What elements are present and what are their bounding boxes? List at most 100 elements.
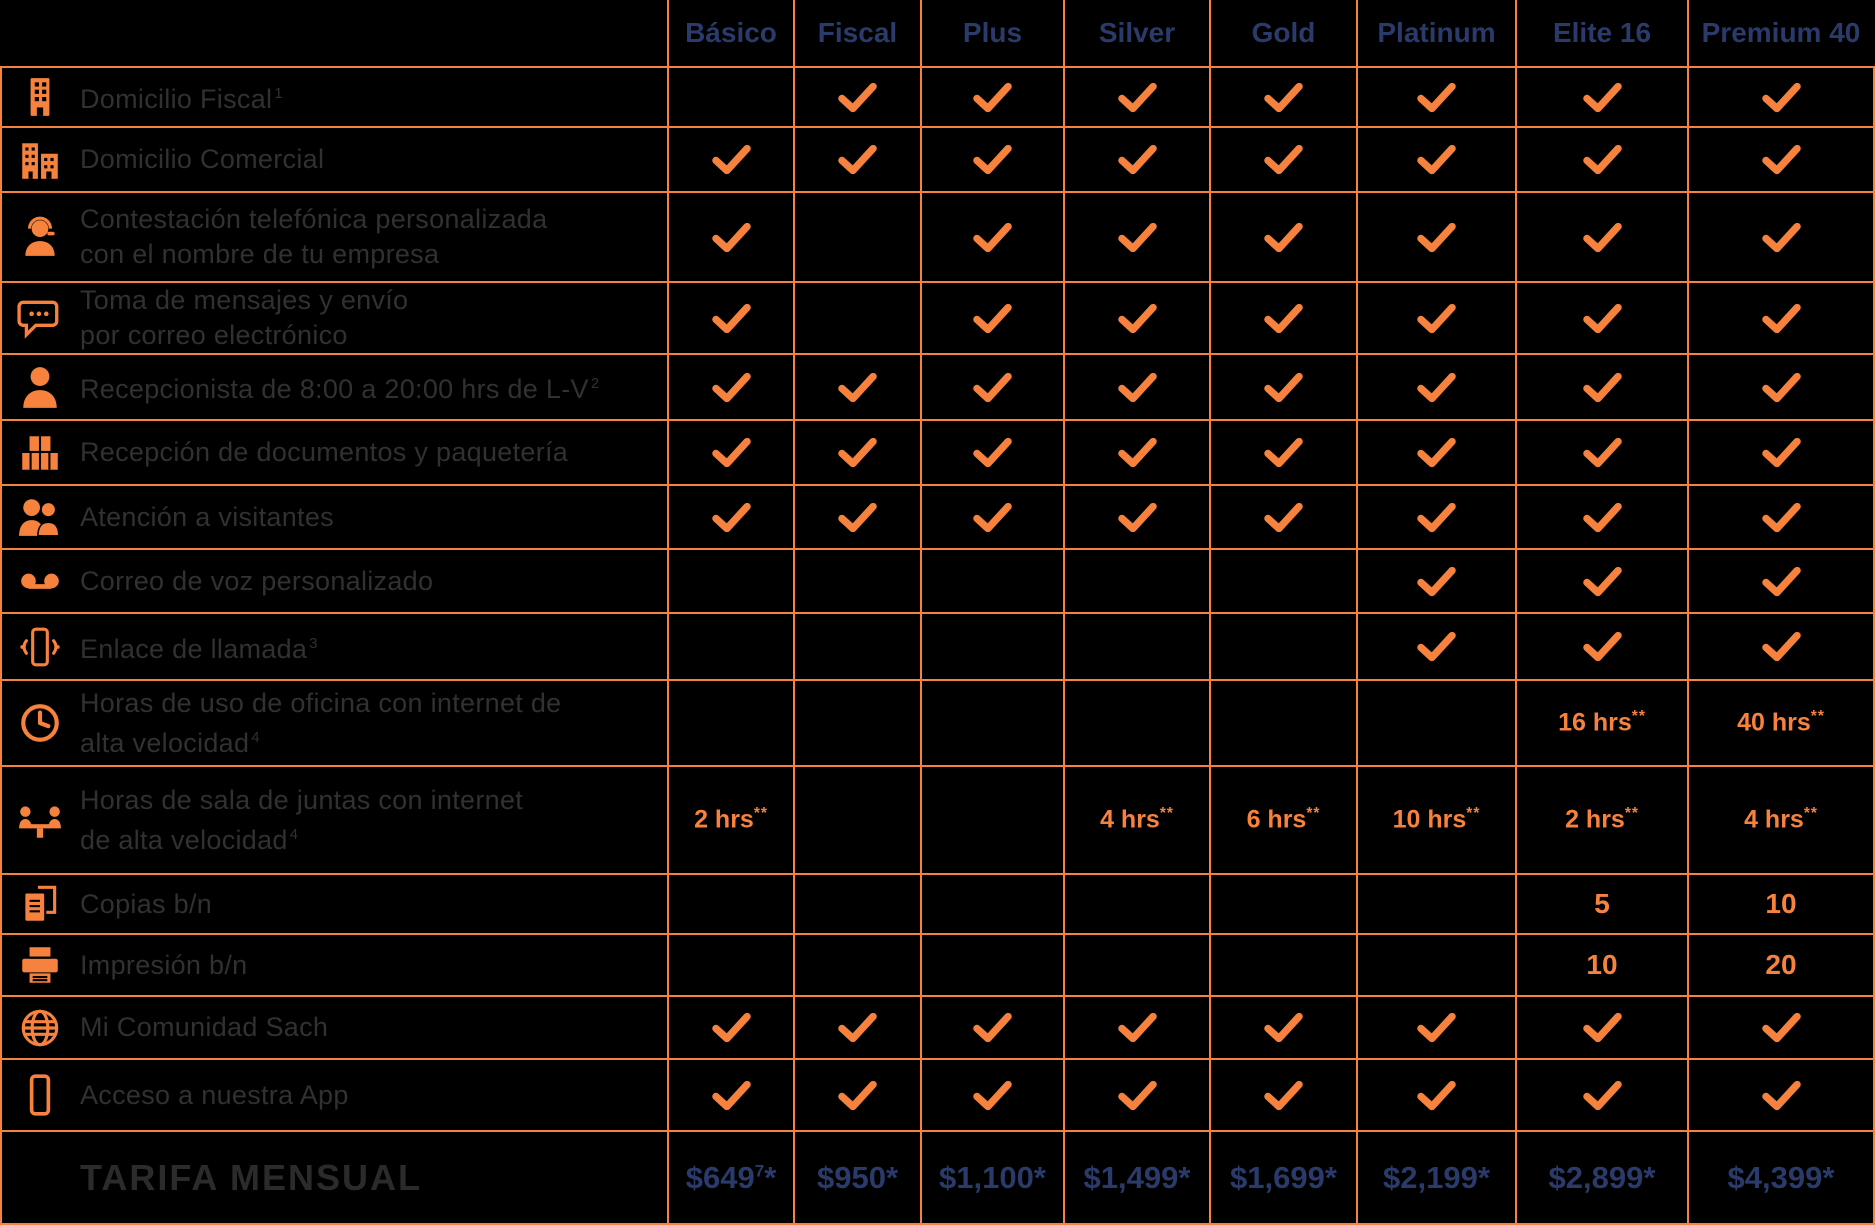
plan-cell-plus — [920, 68, 1063, 126]
plan-cell-platinum — [1356, 935, 1515, 995]
plan-cell-platinum — [1356, 875, 1515, 933]
plan-cell-gold — [1209, 681, 1356, 765]
plan-cell-silver — [1063, 421, 1209, 484]
plan-cell-platinum — [1356, 1060, 1515, 1130]
plan-cell-premium-40 — [1687, 421, 1873, 484]
plan-cell-gold — [1209, 128, 1356, 191]
plan-cell-gold — [1209, 997, 1356, 1058]
check-icon — [711, 1079, 752, 1112]
plan-cell-basico — [667, 614, 793, 679]
smartphone-icon — [17, 1072, 63, 1118]
plan-cell-gold — [1209, 935, 1356, 995]
plan-cell-fiscal — [793, 681, 920, 765]
check-icon — [1582, 81, 1623, 114]
feature-label: Copias b/n — [80, 888, 213, 919]
check-icon — [837, 1011, 878, 1044]
plan-cell-basico — [667, 875, 793, 933]
feature-label: Recepción de documentos y paquetería — [80, 437, 569, 467]
plan-cell-platinum — [1356, 550, 1515, 612]
check-icon — [1582, 371, 1623, 404]
feature-label: Correo de voz personalizado — [80, 565, 434, 596]
plan-cell-gold — [1209, 283, 1356, 353]
meeting-room-icon — [17, 797, 63, 843]
feature-label-cell: Domicilio Comercial — [2, 128, 667, 191]
plan-cell-elite-16: 2 hrs** — [1515, 767, 1687, 873]
feature-label: Domicilio Comercial — [80, 144, 325, 174]
cell-value: 2 hrs** — [694, 805, 768, 834]
plan-cell-silver — [1063, 550, 1209, 612]
check-icon — [972, 1011, 1013, 1044]
check-icon — [1761, 501, 1802, 534]
check-icon — [1416, 630, 1457, 663]
plan-cell-plus — [920, 486, 1063, 548]
plan-cell-plus — [920, 767, 1063, 873]
plan-cell-basico — [667, 997, 793, 1058]
plan-cell-gold — [1209, 1060, 1356, 1130]
cell-value: 10 — [1765, 888, 1797, 919]
feature-row-horas-de-sala-de-juntas-con-internet: Horas de sala de juntas con internet de a… — [0, 765, 1875, 873]
feature-label-cell: Contestación telefónica personalizada con… — [2, 193, 667, 281]
check-icon — [1416, 221, 1457, 254]
plan-cell-elite-16 — [1515, 355, 1687, 419]
plan-cell-fiscal — [793, 875, 920, 933]
check-icon — [1761, 221, 1802, 254]
plan-cell-platinum — [1356, 614, 1515, 679]
operator-headset-icon — [17, 214, 63, 260]
feature-label-cell: Acceso a nuestra App — [2, 1060, 667, 1130]
feature-label: Recepcionista de 8:00 a 20:00 hrs de L-V… — [80, 374, 600, 404]
monthly-price: $1,499* — [1083, 1159, 1191, 1195]
plan-cell-premium-40 — [1687, 486, 1873, 548]
plan-cell-plus — [920, 935, 1063, 995]
check-icon — [837, 371, 878, 404]
plan-cell-gold — [1209, 614, 1356, 679]
check-icon — [1117, 1011, 1158, 1044]
plan-cell-premium-40: 4 hrs** — [1687, 767, 1873, 873]
footnote-marker: 4 — [251, 729, 260, 746]
plan-cell-platinum — [1356, 355, 1515, 419]
plan-cell-gold — [1209, 875, 1356, 933]
feature-row-copias-b-n: Copias b/n 5 10 — [0, 873, 1875, 933]
plan-cell-fiscal — [793, 283, 920, 353]
plan-cell-gold — [1209, 421, 1356, 484]
visitors-icon — [17, 494, 63, 540]
feature-label-cell: Recepción de documentos y paquetería — [2, 421, 667, 484]
plan-cell-gold — [1209, 193, 1356, 281]
monthly-rate-row: TARIFA MENSUAL $6497* $950* $1,100* $1,499*… — [0, 1130, 1875, 1225]
plan-cell-basico — [667, 355, 793, 419]
check-icon — [837, 1079, 878, 1112]
monthly-price: $1,699* — [1230, 1159, 1337, 1195]
check-icon — [1263, 501, 1304, 534]
cell-value: 4 hrs** — [1744, 805, 1818, 834]
plan-cell-silver — [1063, 1060, 1209, 1130]
check-icon — [1263, 1011, 1304, 1044]
printer-icon — [17, 942, 63, 988]
plan-cell-basico — [667, 128, 793, 191]
cell-value: 5 — [1594, 888, 1610, 919]
plan-cell-gold: 6 hrs** — [1209, 767, 1356, 873]
check-icon — [1582, 302, 1623, 335]
plan-cell-plus — [920, 355, 1063, 419]
cell-value: 10 — [1586, 949, 1618, 980]
check-icon — [1416, 302, 1457, 335]
feature-row-horas-de-uso-de-oficina-con-internet-de: Horas de uso de oficina con internet de a… — [0, 679, 1875, 765]
cell-value: 20 — [1765, 949, 1797, 980]
plan-cell-elite-16 — [1515, 193, 1687, 281]
plan-cell-basico — [667, 486, 793, 548]
plan-cell-elite-16 — [1515, 128, 1687, 191]
check-icon — [711, 221, 752, 254]
plan-cell-plus — [920, 128, 1063, 191]
monthly-price: $6497* — [685, 1159, 777, 1195]
column-header-plus: Plus — [920, 0, 1063, 66]
monthly-rate-label: TARIFA MENSUAL — [80, 1156, 422, 1198]
check-icon — [1263, 436, 1304, 469]
plan-cell-elite-16: 16 hrs** — [1515, 681, 1687, 765]
globe-icon — [17, 1005, 63, 1051]
feature-label-cell: Domicilio Fiscal 1 — [2, 68, 667, 126]
check-icon — [1117, 302, 1158, 335]
check-icon — [1416, 436, 1457, 469]
check-icon — [972, 501, 1013, 534]
feature-row-mi-comunidad-sach: Mi Comunidad Sach — [0, 995, 1875, 1058]
monthly-price: $4,399* — [1727, 1159, 1835, 1195]
monthly-price-cell-fiscal: $950* — [793, 1132, 920, 1223]
plan-cell-elite-16 — [1515, 614, 1687, 679]
